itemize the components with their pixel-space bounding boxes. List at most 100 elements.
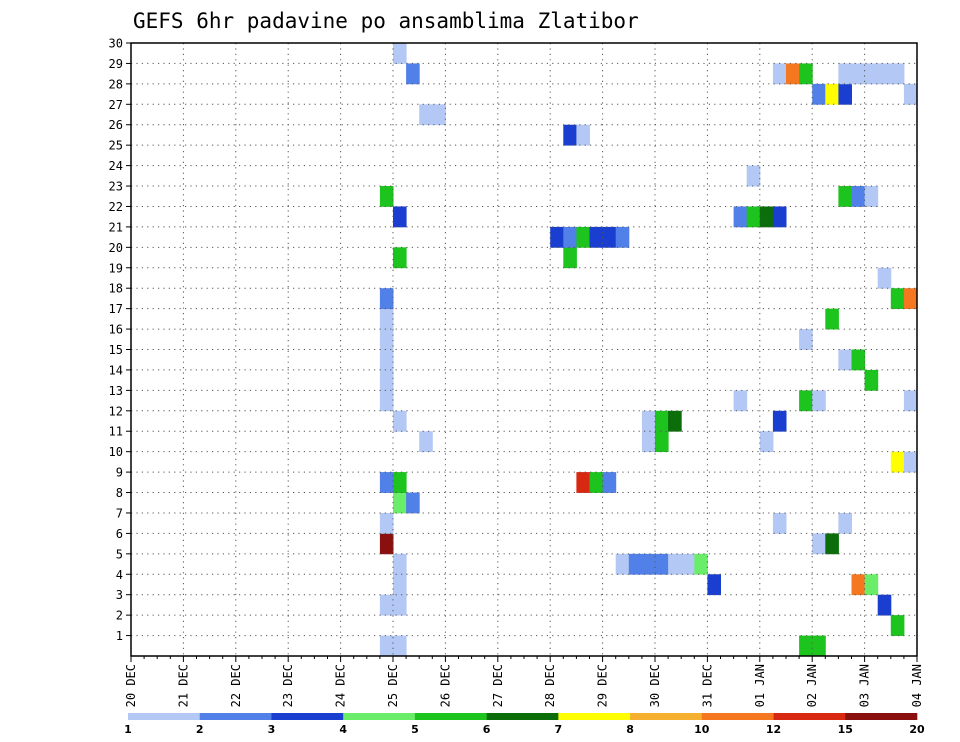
heatmap-cell bbox=[563, 247, 577, 269]
heatmap-cell bbox=[628, 553, 643, 575]
x-tick-label: 20 DEC bbox=[124, 664, 138, 707]
heatmap-cell bbox=[864, 369, 879, 391]
heatmap-cell bbox=[890, 63, 905, 85]
heatmap-cell bbox=[379, 349, 394, 371]
legend-swatch bbox=[486, 713, 559, 720]
y-tick-label: 13 bbox=[109, 384, 123, 398]
y-tick-label: 5 bbox=[116, 547, 123, 561]
heatmap-cell bbox=[864, 574, 879, 596]
heatmap-cell bbox=[772, 410, 787, 432]
heatmap-cell bbox=[851, 574, 866, 596]
heatmap-cell bbox=[655, 553, 669, 575]
heatmap-cell bbox=[379, 186, 394, 207]
heatmap-cell bbox=[602, 472, 617, 493]
heatmap-cell bbox=[406, 63, 420, 85]
y-tick-label: 10 bbox=[109, 445, 123, 459]
heatmap-cell bbox=[864, 63, 879, 85]
heatmap-cell bbox=[379, 472, 394, 493]
x-tick-label: 31 DEC bbox=[700, 664, 714, 707]
heatmap-cells bbox=[379, 43, 918, 657]
heatmap-cell bbox=[379, 329, 394, 350]
legend-swatch bbox=[773, 713, 846, 720]
legend-label: 4 bbox=[339, 723, 347, 736]
heatmap-cell bbox=[576, 226, 590, 248]
x-tick-label: 30 DEC bbox=[648, 664, 662, 707]
x-tick-label: 03 JAN bbox=[858, 664, 872, 707]
heatmap-cell bbox=[759, 206, 774, 228]
y-tick-label: 25 bbox=[109, 139, 123, 153]
heatmap-cell bbox=[877, 594, 892, 616]
heatmap-cell bbox=[903, 288, 918, 310]
x-tick-label: 28 DEC bbox=[543, 664, 557, 707]
heatmap-cell bbox=[379, 594, 394, 616]
heatmap-cell bbox=[746, 165, 761, 187]
y-tick-label: 12 bbox=[109, 404, 123, 418]
heatmap-cell bbox=[419, 104, 433, 126]
legend-label: 10 bbox=[694, 723, 710, 736]
legend-swatch bbox=[414, 713, 487, 720]
heatmap-cell bbox=[393, 492, 407, 514]
heatmap-cell bbox=[812, 83, 826, 105]
x-tick-label: 23 DEC bbox=[281, 664, 295, 707]
heatmap-cell bbox=[379, 369, 394, 391]
heatmap-cell bbox=[393, 247, 407, 269]
heatmap-cell bbox=[877, 63, 892, 85]
heatmap-cell bbox=[655, 431, 669, 453]
y-tick-label: 19 bbox=[109, 261, 123, 275]
legend-swatch bbox=[558, 713, 631, 720]
heatmap-cell bbox=[838, 63, 852, 85]
y-tick-label: 1 bbox=[116, 629, 123, 643]
heatmap-cell bbox=[825, 308, 839, 330]
y-tick-label: 23 bbox=[109, 180, 123, 194]
heatmap-cell bbox=[799, 329, 813, 350]
heatmap-cell bbox=[379, 533, 394, 555]
legend-swatch bbox=[199, 713, 272, 720]
y-tick-label: 20 bbox=[109, 241, 123, 255]
heatmap-cell bbox=[851, 186, 866, 207]
heatmap-cell bbox=[694, 553, 708, 575]
heatmap-cell bbox=[379, 512, 394, 534]
heatmap-cell bbox=[576, 124, 590, 146]
heatmap-cell bbox=[393, 206, 407, 228]
heatmap-cell bbox=[393, 594, 407, 616]
heatmap-cell bbox=[393, 43, 407, 64]
y-tick-label: 7 bbox=[116, 506, 123, 520]
heatmap-cell bbox=[393, 472, 407, 493]
heatmap-cell bbox=[707, 574, 721, 596]
x-tick-label: 04 JAN bbox=[910, 664, 924, 707]
x-tick-label: 22 DEC bbox=[229, 664, 243, 707]
heatmap-cell bbox=[772, 63, 787, 85]
heatmap-cell bbox=[589, 472, 604, 493]
heatmap-cell bbox=[733, 206, 748, 228]
y-tick-label: 3 bbox=[116, 588, 123, 602]
x-axis-ticks: 20 DEC 21 DEC 22 DEC 23 DEC 24 DEC 25 DEC 26 D… bbox=[124, 656, 924, 707]
heatmap-cell bbox=[812, 390, 826, 412]
legend-swatch bbox=[845, 713, 918, 720]
heatmap-cell bbox=[838, 349, 852, 371]
heatmap-cell bbox=[615, 226, 630, 248]
x-tick-label: 02 JAN bbox=[805, 664, 819, 707]
heatmap-cell bbox=[589, 226, 604, 248]
y-axis-ticks: 1234567891011121314151617181920212223242… bbox=[109, 37, 131, 643]
legend-label: 6 bbox=[483, 723, 491, 736]
legend-label: 1 bbox=[124, 723, 132, 736]
y-tick-label: 26 bbox=[109, 118, 123, 132]
x-tick-label: 21 DEC bbox=[176, 664, 190, 707]
heatmap-cell bbox=[825, 533, 839, 555]
heatmap-cell bbox=[864, 186, 879, 207]
x-tick-label: 24 DEC bbox=[334, 664, 348, 707]
heatmap-cell bbox=[838, 83, 852, 105]
heatmap-cell bbox=[563, 226, 577, 248]
heatmap-cell bbox=[799, 635, 813, 657]
legend-label: 3 bbox=[268, 723, 276, 736]
heatmap-cell bbox=[877, 267, 892, 289]
heatmap-cell bbox=[772, 512, 787, 534]
heatmap-cell bbox=[903, 390, 918, 412]
heatmap-cell bbox=[681, 553, 695, 575]
y-tick-label: 27 bbox=[109, 98, 123, 112]
legend-swatch bbox=[701, 713, 774, 720]
x-tick-label: 25 DEC bbox=[386, 664, 400, 707]
heatmap-cell bbox=[406, 492, 420, 514]
heatmap-cell bbox=[759, 431, 774, 453]
heatmap-cell bbox=[379, 288, 394, 310]
